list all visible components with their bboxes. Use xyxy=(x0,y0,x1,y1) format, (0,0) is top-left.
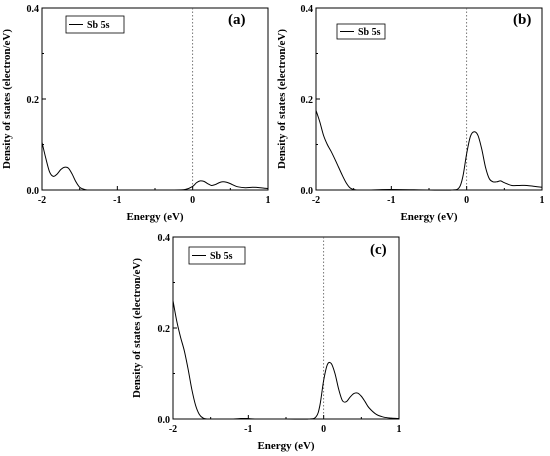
y-tick-label: 0.2 xyxy=(301,95,314,106)
legend-box xyxy=(336,23,386,40)
y-tick-label: 0.0 xyxy=(301,186,314,197)
x-axis-label: Energy (eV) xyxy=(257,440,314,452)
y-axis-label: Density of states (electron/eV) xyxy=(276,29,288,169)
y-tick-label: 0.2 xyxy=(27,95,40,106)
legend: Sb 5s xyxy=(336,23,386,40)
y-tick-label: 0.2 xyxy=(158,324,171,335)
x-tick-label: -2 xyxy=(312,195,320,206)
x-tick-label: 1 xyxy=(540,195,545,206)
x-tick-label: 0 xyxy=(464,195,469,206)
panel-label: (c) xyxy=(370,242,387,258)
legend-box xyxy=(188,246,246,265)
panel-label: (b) xyxy=(513,12,531,28)
panel-label: (a) xyxy=(228,12,246,28)
plot-frame xyxy=(41,7,269,191)
legend-label: Sb 5s xyxy=(210,251,233,262)
x-tick-label: 0 xyxy=(321,424,326,435)
x-tick-label: -1 xyxy=(387,195,395,206)
legend-label: Sb 5s xyxy=(358,27,381,38)
x-tick-label: -1 xyxy=(244,424,252,435)
y-tick-label: 0.0 xyxy=(27,186,40,197)
x-axis-label: Energy (eV) xyxy=(126,211,183,223)
series-line-sb-5s xyxy=(41,142,269,191)
panel-2: -2 -1 0 1 0.0 0.2 0.4 Energy (eV) Density of sta… xyxy=(276,4,545,223)
panel-3: -2 -1 0 1 0.0 0.2 0.4 Energy (eV) Density of sta… xyxy=(131,233,402,452)
y-tick-label: 0.4 xyxy=(27,4,40,15)
legend-box xyxy=(65,15,125,34)
y-axis-label: Density of states (electron/eV) xyxy=(131,258,143,398)
x-tick-label: -2 xyxy=(169,424,177,435)
y-axis-label: Density of states (electron/eV) xyxy=(1,29,13,169)
legend-label: Sb 5s xyxy=(87,20,110,31)
x-tick-label: -1 xyxy=(113,195,121,206)
x-tick-label: -2 xyxy=(38,195,46,206)
x-axis-label: Energy (eV) xyxy=(400,211,457,223)
legend: Sb 5s xyxy=(188,246,246,265)
y-tick-label: 0.0 xyxy=(158,415,171,426)
y-tick-label: 0.4 xyxy=(158,233,171,244)
x-tick-label: 1 xyxy=(397,424,402,435)
legend: Sb 5s xyxy=(65,15,125,34)
series-line-sb-5s xyxy=(172,300,400,420)
x-tick-label: 0 xyxy=(190,195,195,206)
y-tick-label: 0.4 xyxy=(301,4,314,15)
series-line-sb-5s xyxy=(315,110,543,191)
panel-1: -2 -1 0 1 0.0 0.2 0.4 Energy (eV) Density of sta… xyxy=(1,4,271,223)
x-tick-label: 1 xyxy=(266,195,271,206)
